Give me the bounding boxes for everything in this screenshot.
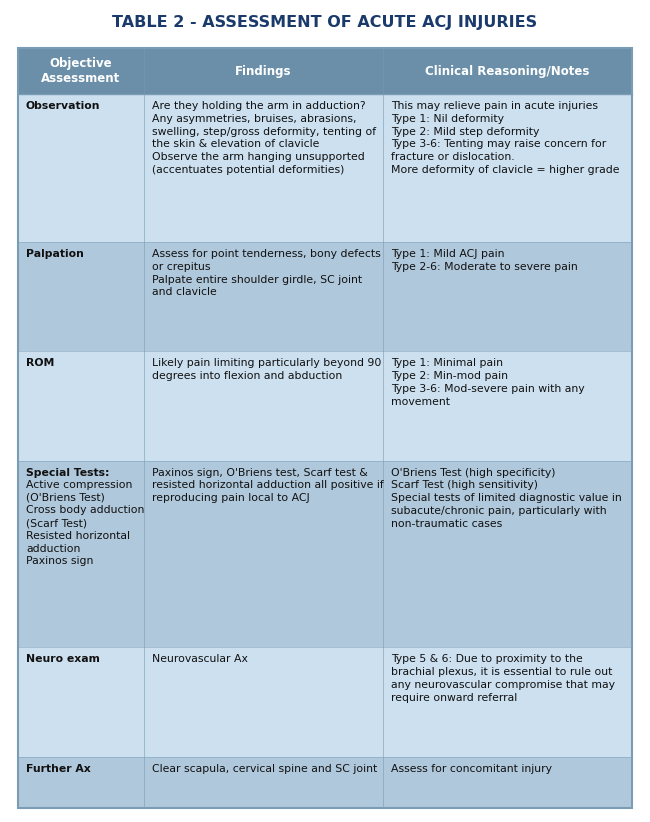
Text: Observation: Observation <box>26 101 101 111</box>
Text: This may relieve pain in acute injuries
Type 1: Nil deformity
Type 2: Mild step : This may relieve pain in acute injuries … <box>391 101 620 175</box>
Bar <box>18 460 632 647</box>
Text: Clinical Reasoning/Notes: Clinical Reasoning/Notes <box>426 64 590 77</box>
Text: Assess for point tenderness, bony defects
or crepitus
Palpate entire shoulder gi: Assess for point tenderness, bony defect… <box>152 249 381 298</box>
Text: TABLE 2 - ASSESSMENT OF ACUTE ACJ INJURIES: TABLE 2 - ASSESSMENT OF ACUTE ACJ INJURI… <box>112 15 538 30</box>
Text: Likely pain limiting particularly beyond 90
degrees into flexion and abduction: Likely pain limiting particularly beyond… <box>152 358 382 381</box>
Bar <box>18 48 632 94</box>
Text: Palpation: Palpation <box>26 249 84 259</box>
Text: Objective
Assessment: Objective Assessment <box>42 57 120 85</box>
Text: Type 1: Mild ACJ pain
Type 2-6: Moderate to severe pain: Type 1: Mild ACJ pain Type 2-6: Moderate… <box>391 249 578 272</box>
Text: Neuro exam: Neuro exam <box>26 654 100 664</box>
Text: Assess for concomitant injury: Assess for concomitant injury <box>391 764 552 774</box>
Text: Are they holding the arm in adduction?
Any asymmetries, bruises, abrasions,
swel: Are they holding the arm in adduction? A… <box>152 101 376 175</box>
Text: Further Ax: Further Ax <box>26 764 91 774</box>
Text: ROM: ROM <box>26 358 55 368</box>
Bar <box>18 756 632 808</box>
Text: Type 5 & 6: Due to proximity to the
brachial plexus, it is essential to rule out: Type 5 & 6: Due to proximity to the brac… <box>391 654 616 703</box>
Bar <box>18 351 632 460</box>
Text: Paxinos sign, O'Briens test, Scarf test &
resisted horizontal adduction all posi: Paxinos sign, O'Briens test, Scarf test … <box>152 468 384 503</box>
Bar <box>18 94 632 242</box>
Text: Neurovascular Ax: Neurovascular Ax <box>152 654 248 664</box>
Bar <box>18 242 632 351</box>
Text: Active compression
(O'Briens Test)
Cross body adduction
(Scarf Test)
Resisted ho: Active compression (O'Briens Test) Cross… <box>26 480 144 566</box>
Text: Findings: Findings <box>235 64 292 77</box>
Text: Clear scapula, cervical spine and SC joint: Clear scapula, cervical spine and SC joi… <box>152 764 377 774</box>
Text: Type 1: Minimal pain
Type 2: Min-mod pain
Type 3-6: Mod-severe pain with any
mov: Type 1: Minimal pain Type 2: Min-mod pai… <box>391 358 585 407</box>
Text: Special Tests:: Special Tests: <box>26 468 109 478</box>
Bar <box>18 647 632 756</box>
Text: O'Briens Test (high specificity)
Scarf Test (high sensitivity)
Special tests of : O'Briens Test (high specificity) Scarf T… <box>391 468 622 529</box>
